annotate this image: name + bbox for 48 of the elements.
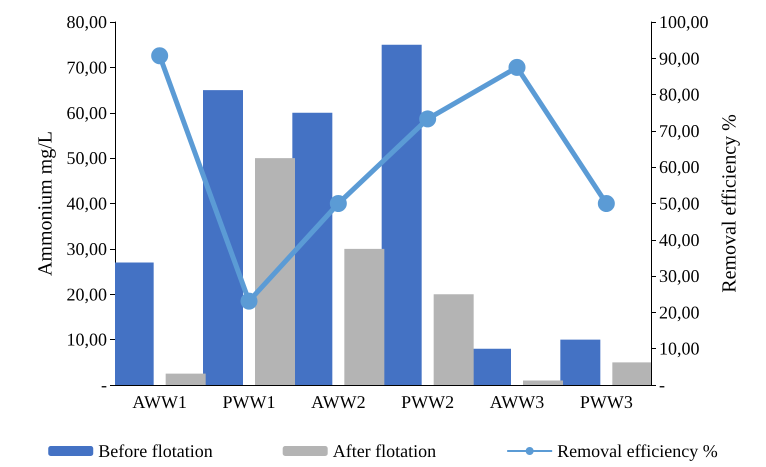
y-tick-label: 20,00	[66, 284, 107, 304]
legend-label: Before flotation	[98, 441, 213, 461]
bar	[612, 362, 651, 385]
bar	[166, 374, 206, 385]
bar	[255, 158, 295, 385]
x-tick-label: AWW1	[132, 392, 187, 412]
bar	[203, 90, 243, 385]
point	[151, 47, 168, 64]
y-tick-label: 50,00	[66, 148, 107, 168]
legend-label: After flotation	[332, 441, 436, 461]
y2-tick-label: 100,00	[659, 12, 708, 32]
y2-tick-label: 40,00	[659, 230, 700, 250]
y-tick-label: 70,00	[66, 57, 107, 78]
y2-tick-label: 60,00	[659, 157, 700, 178]
point	[508, 58, 526, 76]
x-tick-label: AWW3	[490, 392, 544, 412]
x-tick-label: PWW1	[222, 392, 276, 412]
bar	[560, 340, 600, 385]
y2-tick-label: 20,00	[659, 302, 700, 322]
y2-tick-label: 90,00	[659, 48, 700, 68]
point	[330, 195, 347, 212]
y-tick-label: -	[101, 375, 107, 395]
x-tick-label: PWW3	[580, 392, 633, 412]
y-tick-label: 60,00	[66, 102, 107, 123]
y2-tick-label: -	[659, 375, 665, 395]
point	[598, 195, 615, 212]
legend-label: Removal efficiency %	[557, 441, 718, 461]
x-tick-label: AWW2	[311, 392, 366, 412]
point	[240, 292, 258, 310]
y2-tick-label: 70,00	[659, 120, 700, 141]
y-tick-label: 30,00	[66, 238, 107, 259]
y-tick-label: 40,00	[66, 194, 107, 214]
point	[419, 110, 436, 128]
bar	[434, 294, 474, 385]
y-axis-title: Ammonium mg/L	[34, 131, 57, 276]
y2-tick-label: 50,00	[659, 194, 700, 214]
bar	[115, 262, 154, 385]
y2-tick-label: 30,00	[659, 266, 700, 286]
bar	[344, 248, 384, 385]
bar	[292, 112, 332, 385]
y-tick-label: 10,00	[66, 330, 107, 350]
x-tick-label: PWW2	[401, 392, 454, 412]
bar	[382, 44, 422, 385]
y2-tick-label: 10,00	[659, 338, 700, 359]
y-tick-label: 80,00	[66, 12, 107, 32]
y2-axis-title: Removal efficiency %	[718, 114, 740, 293]
bar	[523, 380, 563, 385]
y2-tick-label: 80,00	[659, 84, 700, 105]
